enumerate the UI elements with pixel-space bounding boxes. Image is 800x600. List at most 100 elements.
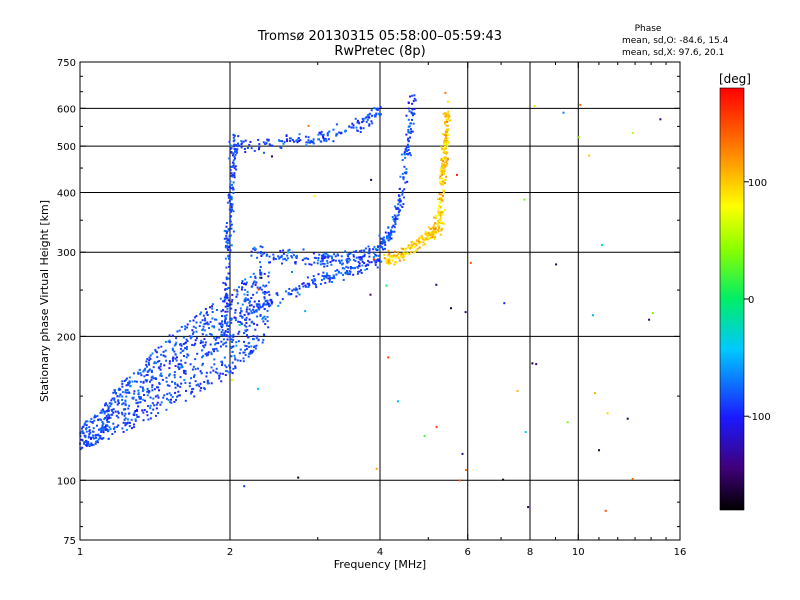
data-point [252,282,255,285]
data-point [304,310,307,313]
data-point [156,360,159,363]
data-point [155,414,157,417]
data-point [225,278,228,281]
data-point [527,506,530,509]
data-point [182,343,185,345]
data-point [227,249,230,251]
data-point [232,152,235,155]
data-point [435,227,437,230]
data-point [348,270,351,273]
data-point [360,269,362,272]
data-point [406,246,409,249]
data-point [358,258,361,261]
data-point [412,112,415,115]
data-point [394,250,396,253]
data-point [405,149,408,152]
data-point [400,254,402,257]
data-point [294,262,297,265]
data-point [601,244,603,247]
data-point [402,203,405,206]
data-point [184,325,187,328]
data-point [252,247,255,250]
data-point [230,347,233,349]
data-point [422,241,425,244]
data-point [95,436,97,439]
data-point [226,230,228,233]
data-point [396,254,399,257]
data-point [398,195,401,198]
data-point [445,175,448,178]
data-point [205,334,208,337]
data-point [137,371,139,374]
data-point [440,146,443,149]
data-point [166,393,169,396]
data-point [227,228,230,231]
data-point [346,261,349,264]
data-point [295,255,297,258]
data-point [93,419,96,422]
data-point [233,134,236,137]
data-point [396,217,399,220]
data-point [242,360,245,363]
data-point [232,192,235,194]
data-point [225,345,228,348]
data-point [96,439,99,442]
data-point [197,383,199,386]
data-point [364,264,367,267]
x-axis-ticks: 1 2 4 6 8 10 16 [77,62,686,558]
data-point [231,379,233,382]
data-point [262,291,265,294]
data-point [444,146,446,148]
data-point [243,282,246,285]
data-point [227,254,230,257]
data-point [225,296,227,299]
data-point [403,255,406,258]
data-point [444,121,446,124]
data-point [424,231,427,234]
x-tick-label: 2 [227,547,233,558]
data-point [179,376,182,379]
data-point [191,368,194,371]
data-point [146,374,149,376]
data-point [297,137,300,140]
data-point [445,124,448,127]
data-point [104,402,107,405]
data-point [245,318,247,321]
data-point [195,330,198,333]
data-point [150,378,153,381]
data-point [118,395,121,398]
data-point [233,172,236,175]
data-point [220,325,223,327]
data-point [149,407,152,410]
data-point [393,263,396,266]
data-point [524,431,527,434]
data-point [252,272,255,275]
data-point [390,232,392,235]
data-point [243,485,246,488]
data-point [158,381,161,384]
data-point [333,277,336,280]
data-point [225,322,228,325]
data-point [438,177,441,180]
data-point [206,382,209,385]
data-point [252,305,255,308]
data-point [223,299,226,302]
data-point [225,240,228,243]
data-point [122,421,125,424]
data-point [168,360,171,363]
data-point [385,261,388,264]
data-point [336,253,339,256]
data-point [226,370,229,373]
data-point [133,390,136,393]
data-point [157,366,160,369]
data-point [446,128,449,131]
data-point [446,115,449,118]
data-point [119,393,122,396]
data-point [659,118,662,121]
data-point [136,408,138,411]
data-point [323,265,326,268]
data-point [413,94,416,97]
data-point [231,372,234,375]
data-point [139,397,142,400]
data-point [164,340,167,343]
